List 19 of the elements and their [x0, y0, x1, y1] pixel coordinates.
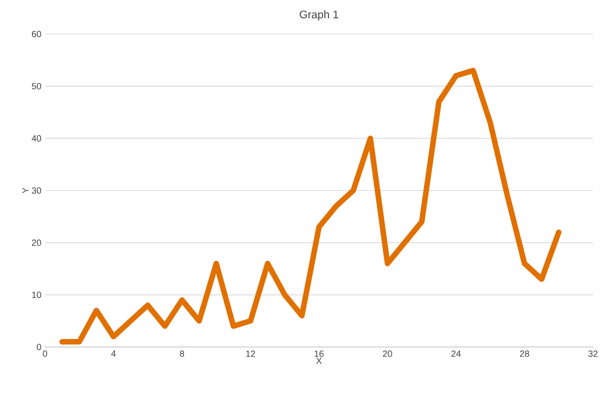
chart-title: Graph 1: [300, 10, 338, 20]
y-tick-label: 20: [32, 239, 42, 246]
y-tick-label: 10: [32, 292, 42, 298]
y-tick-label: 40: [32, 135, 42, 142]
x-tick-label: 16: [314, 350, 324, 357]
x-tick-label: 24: [451, 350, 461, 357]
y-tick-label: 50: [32, 82, 42, 90]
y-tick-label: 0: [36, 344, 42, 350]
x-tick-label: 0: [42, 350, 48, 357]
x-tick-label: 32: [588, 350, 598, 357]
y-tick-label: 60: [32, 30, 42, 38]
x-tick-label: 4: [111, 350, 116, 357]
x-tick-label: 8: [180, 350, 184, 357]
y-axis-title: Y: [22, 188, 29, 194]
x-tick-label: 12: [246, 350, 256, 357]
y-tick-label: 30: [32, 187, 42, 194]
x-tick-label: 28: [520, 350, 530, 357]
x-axis-title: X: [316, 358, 322, 364]
x-tick-label: 20: [382, 350, 392, 357]
